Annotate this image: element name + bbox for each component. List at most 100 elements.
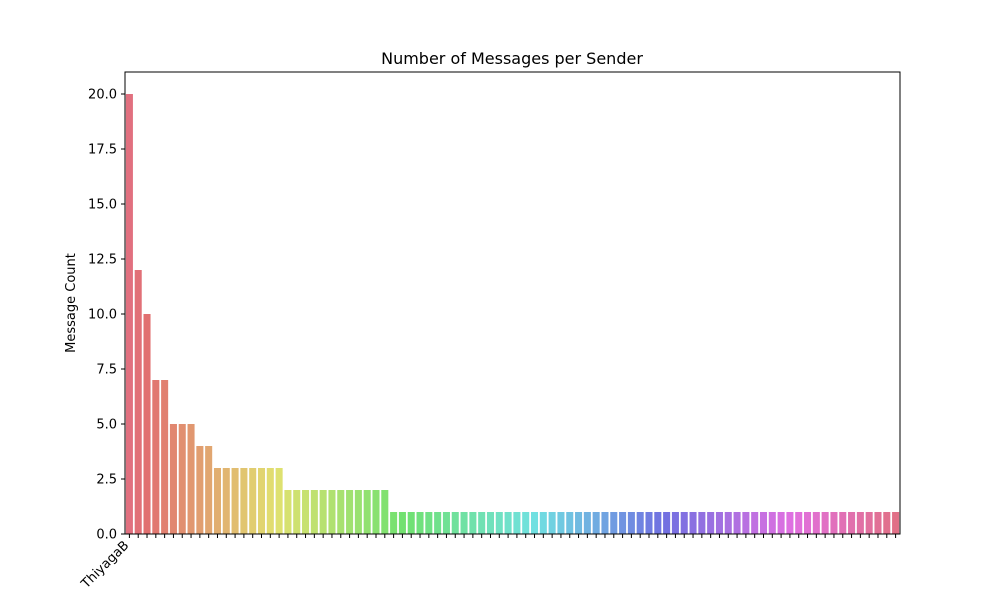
bar	[425, 512, 433, 534]
bar	[205, 446, 213, 534]
bar	[187, 424, 195, 534]
bar	[442, 512, 450, 534]
bar	[213, 468, 221, 534]
bar	[892, 512, 900, 534]
bar	[196, 446, 204, 534]
bar	[557, 512, 565, 534]
bar	[707, 512, 715, 534]
bar	[407, 512, 415, 534]
bar	[134, 270, 142, 534]
y-tick-label: 17.5	[88, 143, 117, 158]
y-tick-label: 7.5	[96, 363, 117, 378]
bar	[689, 512, 697, 534]
bar	[575, 512, 583, 534]
chart-title: Number of Messages per Sender	[381, 49, 643, 68]
bar	[293, 490, 301, 534]
bar	[337, 490, 345, 534]
y-tick-label: 15.0	[88, 198, 117, 213]
bar	[240, 468, 248, 534]
bar	[390, 512, 398, 534]
bar	[469, 512, 477, 534]
bar	[654, 512, 662, 534]
y-tick-label: 10.0	[88, 308, 117, 323]
bar	[363, 490, 371, 534]
bar	[302, 490, 310, 534]
bar	[372, 490, 380, 534]
bar	[266, 468, 274, 534]
bar	[513, 512, 521, 534]
bar	[601, 512, 609, 534]
bar	[522, 512, 530, 534]
bar	[733, 512, 741, 534]
bar	[883, 512, 891, 534]
bar	[592, 512, 600, 534]
y-tick-label: 5.0	[96, 418, 117, 433]
bar	[724, 512, 732, 534]
bar	[583, 512, 591, 534]
bar	[812, 512, 820, 534]
bar	[143, 314, 151, 534]
bar	[284, 490, 292, 534]
bar	[759, 512, 768, 534]
bar	[663, 512, 671, 534]
bar	[698, 512, 706, 534]
bar	[795, 512, 803, 534]
bar	[566, 512, 574, 534]
bar	[310, 490, 318, 534]
bar	[381, 490, 389, 534]
y-tick-label: 2.5	[96, 473, 117, 488]
bar	[416, 512, 424, 534]
bar	[328, 490, 336, 534]
plot-frame	[124, 71, 901, 535]
bar	[856, 512, 864, 534]
bar	[645, 512, 653, 534]
bar	[249, 468, 257, 534]
bar	[777, 512, 785, 534]
bar	[865, 512, 873, 534]
bar	[125, 94, 133, 534]
bar	[222, 468, 230, 534]
bar	[178, 424, 186, 534]
bar	[768, 512, 776, 534]
bar	[680, 512, 688, 534]
bar	[460, 512, 468, 534]
bar	[786, 512, 794, 534]
bar	[839, 512, 847, 534]
bar	[830, 512, 838, 534]
bar	[161, 380, 169, 534]
x-tick-label: ThiyagaB	[78, 538, 132, 592]
bar	[346, 490, 354, 534]
bar	[495, 512, 503, 534]
bar	[504, 512, 512, 534]
bar	[751, 512, 759, 534]
bar	[742, 512, 750, 534]
bar	[486, 512, 495, 534]
bar	[627, 512, 635, 534]
bar	[715, 512, 723, 534]
y-tick-label: 20.0	[88, 88, 117, 103]
bar	[152, 380, 160, 534]
bar	[257, 468, 266, 534]
bar	[275, 468, 283, 534]
bar	[619, 512, 627, 534]
bar	[874, 512, 882, 534]
bar	[848, 512, 856, 534]
bar	[804, 512, 812, 534]
bar	[636, 512, 644, 534]
y-axis-label: Message Count	[64, 253, 79, 353]
y-tick-label: 0.0	[96, 528, 117, 543]
bar	[610, 512, 618, 534]
bar	[319, 490, 327, 534]
bar	[354, 490, 362, 534]
bar	[478, 512, 486, 534]
bar	[821, 512, 829, 534]
bar	[671, 512, 679, 534]
bar	[530, 512, 539, 534]
bar	[398, 512, 406, 534]
bar	[434, 512, 442, 534]
y-tick-label: 12.5	[88, 253, 117, 268]
bar	[231, 468, 239, 534]
bar	[451, 512, 459, 534]
bar	[169, 424, 177, 534]
